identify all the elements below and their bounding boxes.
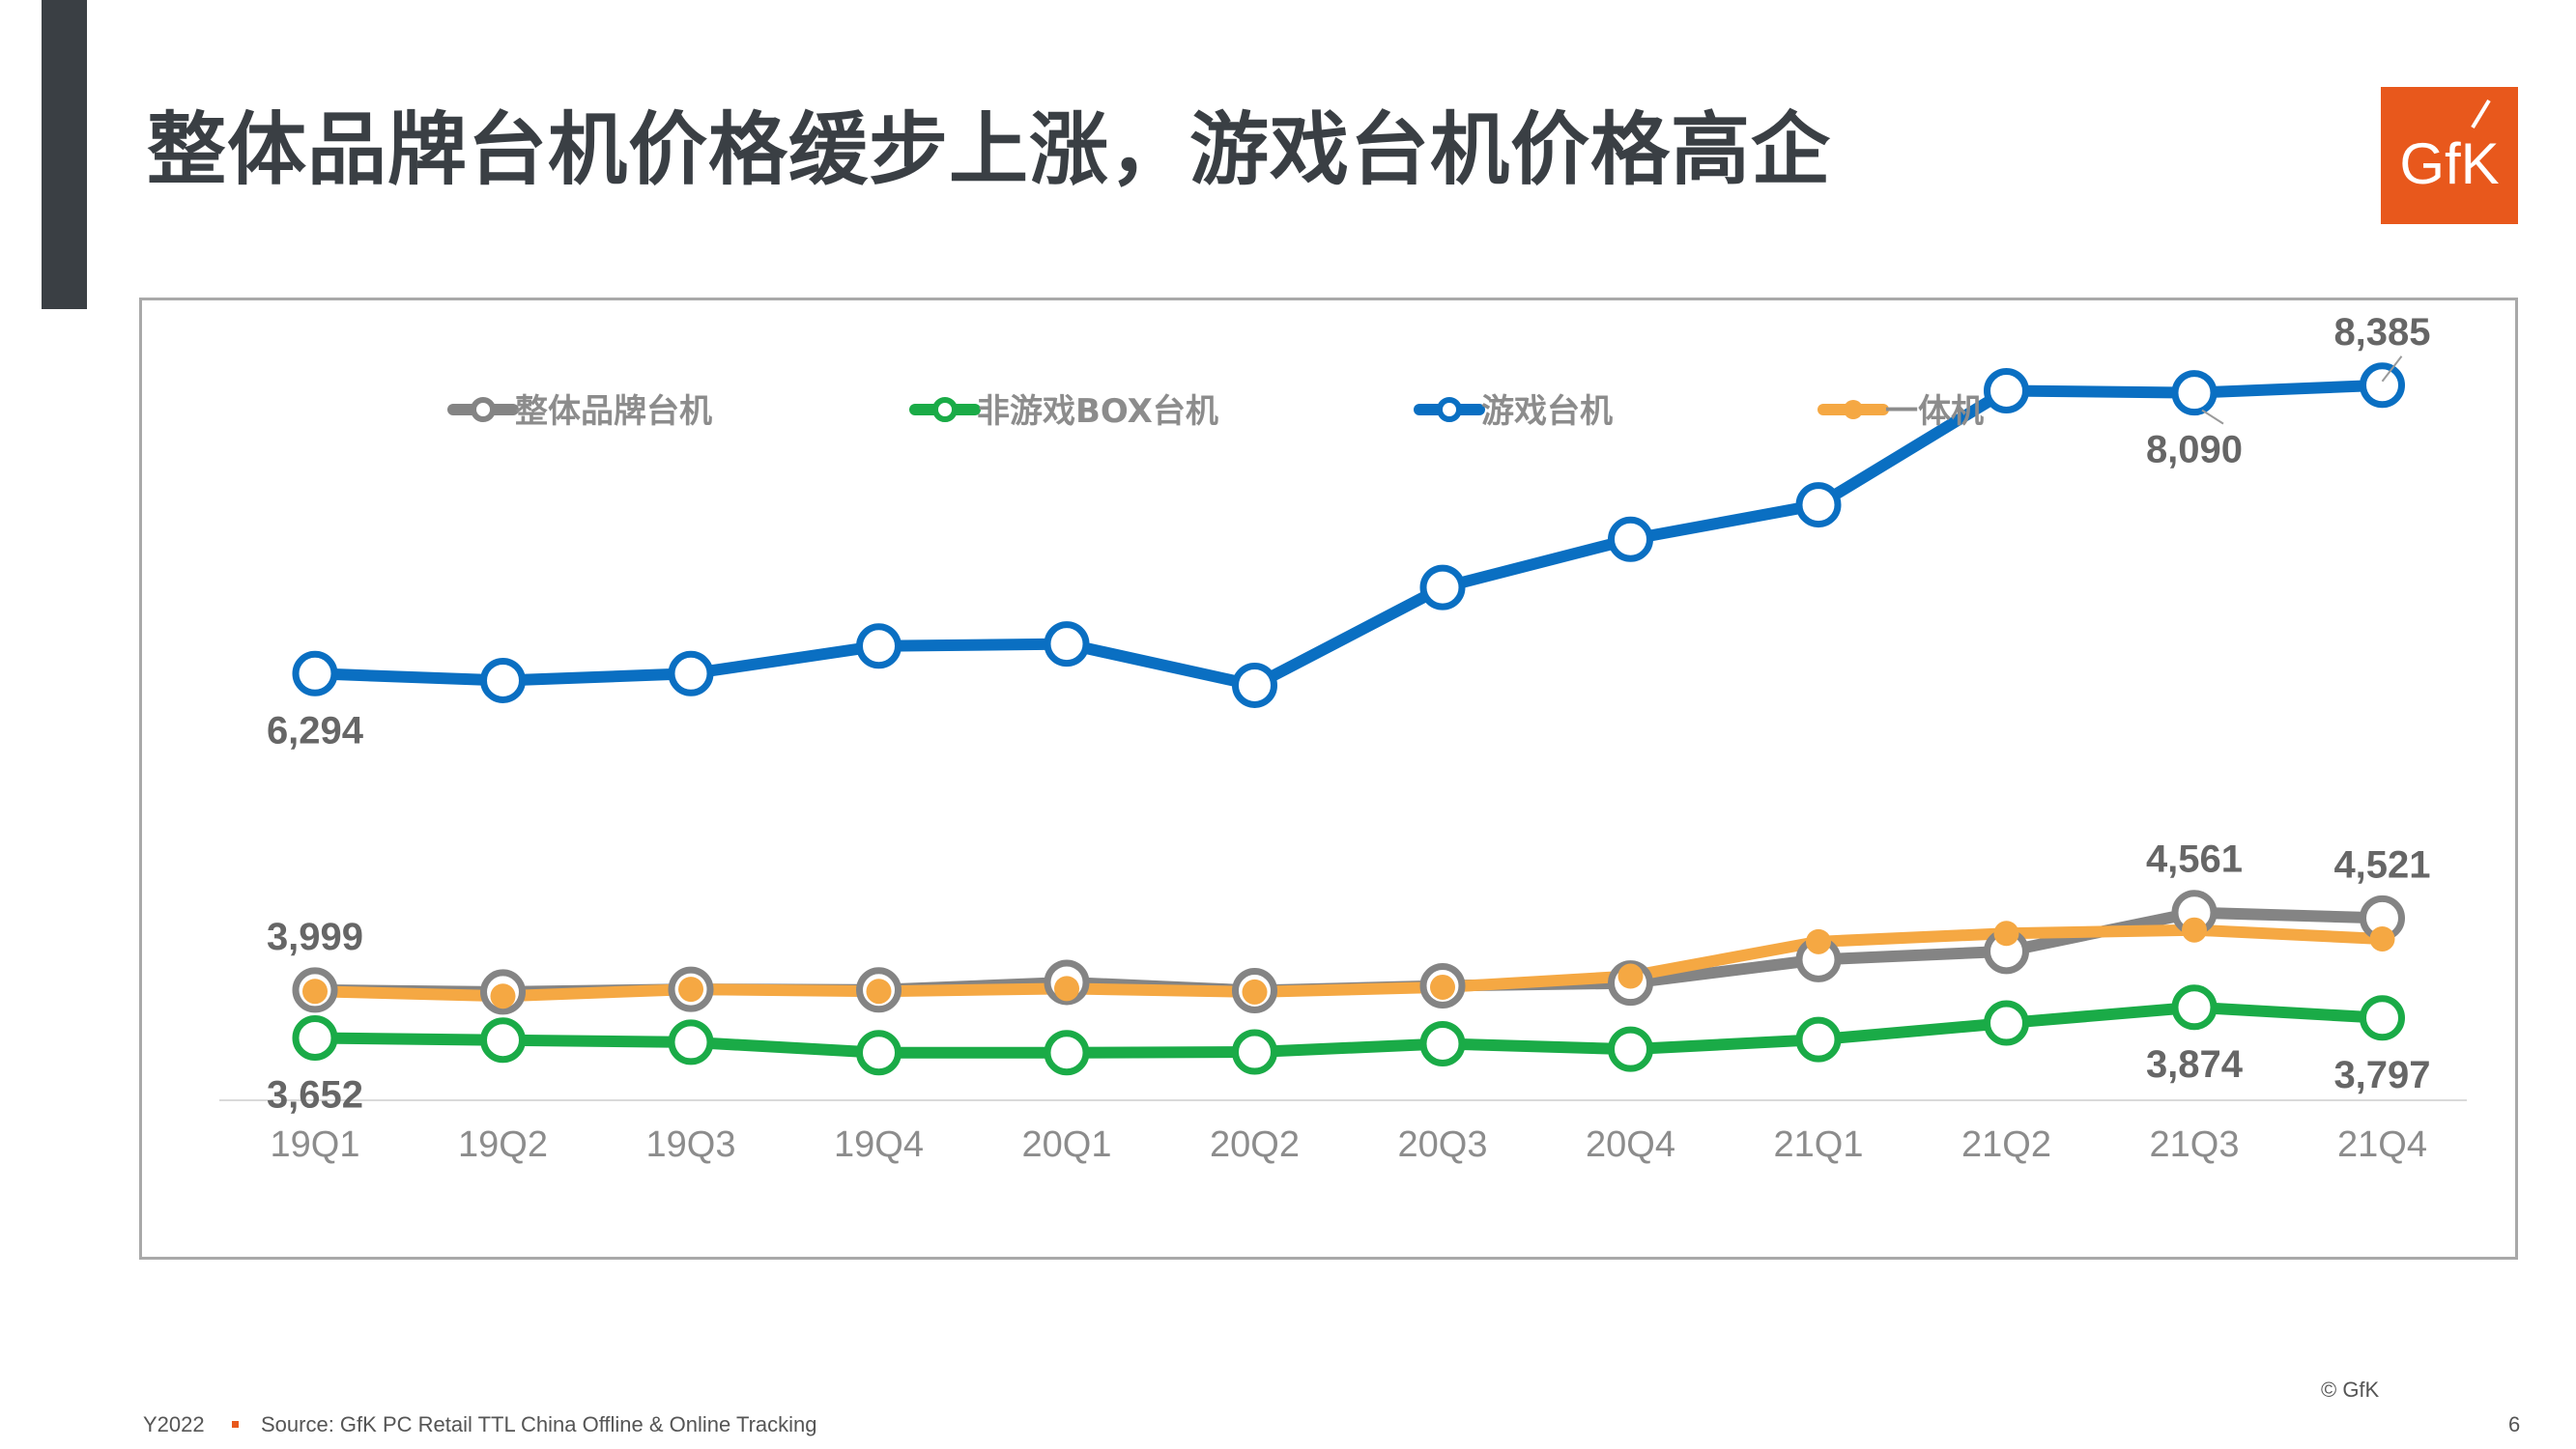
x-tick-label: 20Q3 bbox=[1398, 1124, 1488, 1165]
legend: 整体品牌台机 非游戏BOX台机 游戏台机 一体机 bbox=[447, 392, 1984, 431]
gfk-logo-icon: GfK bbox=[2399, 99, 2500, 196]
series-line-non_gaming_box bbox=[309, 1001, 2389, 1059]
footer-copyright: © GfK bbox=[2321, 1378, 2380, 1402]
data-labels: 6,294 8,090 8,385 3,652 3,874 3,797 3,999 4,561… bbox=[267, 311, 2431, 1117]
leader-line bbox=[2381, 355, 2403, 383]
data-label-gaming: 8,385 bbox=[2333, 311, 2430, 354]
point-non_gaming_box bbox=[1984, 1000, 2029, 1046]
point-gaming bbox=[2360, 362, 2405, 409]
page-number: 6 bbox=[2508, 1412, 2521, 1436]
footer-bullet bbox=[232, 1421, 239, 1428]
point-all_in_one bbox=[1054, 976, 1079, 1002]
point-non_gaming_box bbox=[2360, 995, 2405, 1041]
x-tick-label: 21Q2 bbox=[1961, 1124, 2051, 1165]
legend-marker-overall bbox=[471, 397, 496, 422]
point-all_in_one bbox=[302, 979, 328, 1005]
point-all_in_one bbox=[1242, 979, 1268, 1005]
point-non_gaming_box bbox=[856, 1030, 902, 1076]
data-label-non_gaming_box: 3,797 bbox=[2333, 1054, 2430, 1096]
legend-label-gaming: 游戏台机 bbox=[1481, 392, 1613, 431]
x-tick-label: 21Q4 bbox=[2337, 1124, 2427, 1165]
point-gaming bbox=[1232, 662, 1277, 708]
series-markers bbox=[292, 362, 2405, 1076]
legend-marker-gaming bbox=[1437, 397, 1462, 422]
series-lines bbox=[309, 379, 2389, 1059]
point-non_gaming_box bbox=[1232, 1029, 1277, 1075]
series-line-overall bbox=[309, 906, 2389, 998]
point-gaming bbox=[292, 650, 338, 696]
data-label-overall: 4,561 bbox=[2146, 838, 2243, 881]
point-non_gaming_box bbox=[668, 1019, 714, 1065]
point-all_in_one bbox=[1617, 963, 1644, 989]
point-gaming bbox=[1984, 368, 2029, 414]
point-non_gaming_box bbox=[292, 1014, 338, 1061]
x-tick-label: 20Q2 bbox=[1210, 1124, 1300, 1165]
legend-label-non_gaming_box: 非游戏BOX台机 bbox=[977, 392, 1218, 431]
point-gaming bbox=[480, 657, 526, 703]
legend-marker-non_gaming_box bbox=[932, 397, 958, 422]
series-line-gaming bbox=[309, 379, 2389, 692]
x-tick-label: 19Q1 bbox=[271, 1124, 360, 1165]
x-tick-labels: 19Q1 19Q2 19Q3 19Q4 20Q1 20Q2 20Q3 20Q4 21Q1 21Q2… bbox=[271, 1124, 2427, 1165]
data-label-non_gaming_box: 3,652 bbox=[267, 1073, 363, 1116]
point-gaming bbox=[2171, 370, 2218, 416]
point-non_gaming_box bbox=[1044, 1030, 1090, 1076]
point-all_in_one bbox=[1993, 921, 2019, 947]
chart-frame: 6,294 8,090 8,385 3,652 3,874 3,797 3,999 4,561… bbox=[139, 298, 2518, 1260]
legend-marker-all_in_one bbox=[1844, 400, 1863, 419]
point-all_in_one bbox=[2369, 925, 2395, 952]
x-tick-label: 20Q4 bbox=[1586, 1124, 1675, 1165]
x-tick-label: 19Q3 bbox=[646, 1124, 736, 1165]
line-chart: 6,294 8,090 8,385 3,652 3,874 3,797 3,999 4,561… bbox=[219, 311, 2467, 1165]
point-gaming bbox=[856, 623, 902, 669]
legend-label-overall: 整体品牌台机 bbox=[515, 392, 712, 431]
data-label-non_gaming_box: 3,874 bbox=[2146, 1043, 2244, 1086]
data-label-gaming: 8,090 bbox=[2146, 429, 2243, 471]
x-tick-label: 19Q2 bbox=[458, 1124, 548, 1165]
point-all_in_one bbox=[2182, 917, 2207, 943]
leader-line bbox=[2201, 409, 2224, 425]
x-tick-label: 19Q4 bbox=[834, 1124, 924, 1165]
page-title: 整体品牌台机价格缓步上涨，游戏台机价格高企 bbox=[147, 104, 1832, 196]
data-label-gaming: 6,294 bbox=[267, 709, 364, 752]
point-non_gaming_box bbox=[1419, 1020, 1466, 1066]
data-label-overall: 3,999 bbox=[267, 916, 363, 958]
footer-source: Source: GfK PC Retail TTL China Offline … bbox=[261, 1412, 817, 1436]
point-non_gaming_box bbox=[1608, 1026, 1653, 1072]
point-non_gaming_box bbox=[480, 1017, 526, 1064]
svg-text:GfK: GfK bbox=[2399, 131, 2499, 196]
point-non_gaming_box bbox=[2171, 984, 2218, 1031]
point-all_in_one bbox=[490, 983, 516, 1009]
point-gaming bbox=[1419, 564, 1466, 611]
point-gaming bbox=[1044, 621, 1090, 668]
point-all_in_one bbox=[678, 977, 703, 1003]
point-all_in_one bbox=[1806, 928, 1831, 954]
point-gaming bbox=[1608, 516, 1653, 562]
gfk-logo: GfK bbox=[2381, 87, 2518, 224]
point-all_in_one bbox=[866, 979, 892, 1005]
x-tick-label: 20Q1 bbox=[1022, 1124, 1112, 1165]
x-tick-label: 21Q1 bbox=[1774, 1124, 1864, 1165]
side-accent-bar bbox=[42, 0, 87, 309]
point-all_in_one bbox=[1430, 974, 1455, 1000]
series-line-all_in_one bbox=[309, 923, 2389, 1003]
point-gaming bbox=[1795, 482, 1842, 528]
x-tick-label: 21Q3 bbox=[2150, 1124, 2240, 1165]
point-non_gaming_box bbox=[1795, 1016, 1842, 1063]
data-label-overall: 4,521 bbox=[2333, 843, 2430, 886]
footer-year: Y2022 bbox=[143, 1412, 205, 1436]
legend-label-all_in_one: 一体机 bbox=[1885, 392, 1984, 431]
point-gaming bbox=[668, 650, 714, 696]
